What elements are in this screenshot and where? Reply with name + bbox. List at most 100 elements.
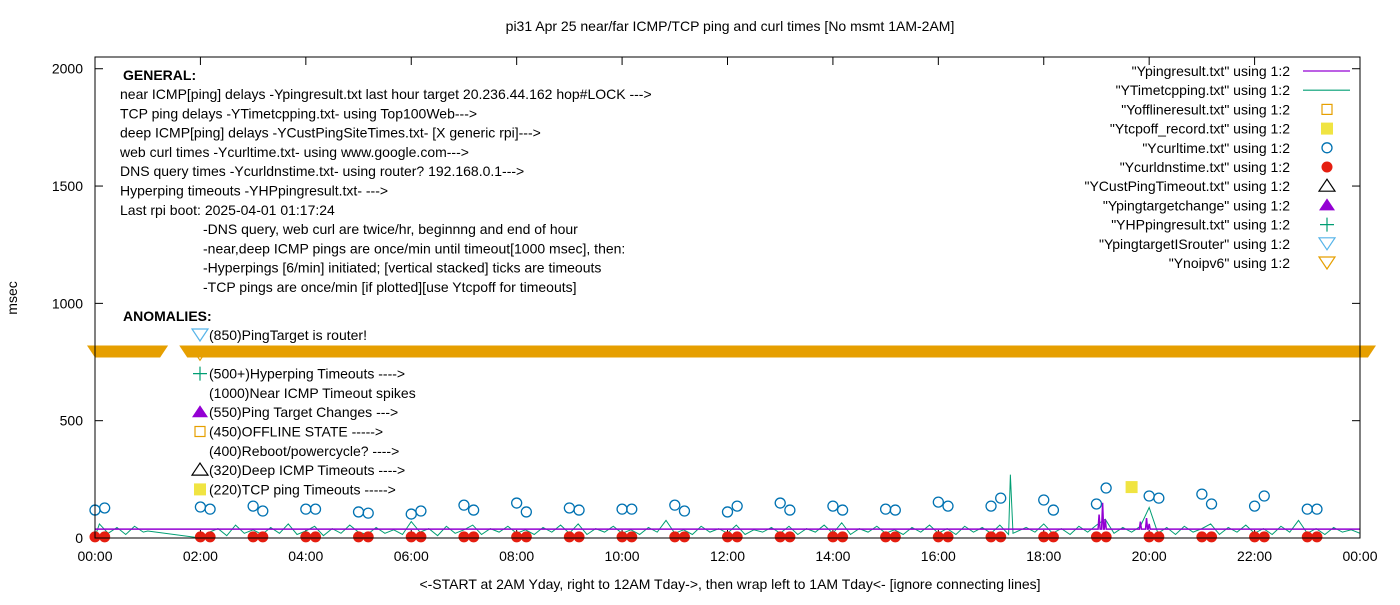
ycurltime-point [99, 502, 111, 514]
ycurldnstime-point [309, 531, 321, 543]
ycurldnstime-point [774, 531, 786, 543]
x-axis-label: <-START at 2AM Yday, right to 12AM Tday-… [419, 576, 1040, 592]
legend-symbol-icon [1321, 103, 1333, 116]
ycurldnstime-point [573, 531, 585, 543]
ycurldnstime-point [1206, 531, 1218, 543]
ycurltime-point [467, 504, 480, 516]
anomaly-key-icon [190, 347, 210, 362]
ycurltime-point [1205, 498, 1218, 510]
ycurltime-point [405, 508, 417, 520]
legend-symbol-icon [1321, 122, 1333, 135]
y-tick-label: 1000 [52, 295, 83, 311]
general-subline: -TCP pings are once/min [if plotted][use… [203, 279, 577, 295]
ycurldnstime-point [1196, 531, 1208, 543]
ycurldnstime-point [626, 531, 638, 543]
ycurldnstime-point [932, 531, 944, 543]
ycurldnstime-point [827, 531, 839, 543]
chart-title: pi31 Apr 25 near/far ICMP/TCP ping and c… [506, 18, 955, 34]
ycurldnstime-point [563, 531, 575, 543]
ycurltime-point [731, 500, 743, 512]
ycurltime-point [1301, 503, 1313, 515]
anomaly-label: (550)Ping Target Changes ---> [209, 404, 398, 420]
ycurltime-point [415, 505, 427, 517]
anomaly-label: (500+)Hyperping Timeouts ----> [209, 366, 405, 382]
ycurldnstime-point [194, 531, 206, 543]
ycurltime-point [827, 500, 839, 512]
ypingresult-line [95, 502, 1360, 530]
ycurldnstime-point [880, 531, 892, 543]
ycurltime-point [932, 496, 944, 508]
ycurldnstime-point [1038, 531, 1050, 543]
x-tick-label: 20:00 [1132, 548, 1167, 564]
ycurldnstime-point [837, 531, 849, 543]
legend-label: "Ynoipv6" using 1:2 [1169, 255, 1290, 271]
plot-area: 0 500 1000 1500 2000 00:00 02:00 04:00 06:00 08:0… [52, 57, 1378, 564]
ycurldnstime-point [458, 531, 470, 543]
ycurltime-point [1153, 492, 1165, 504]
ycurldnstime-point [889, 531, 901, 543]
ycurldnstime-point [353, 531, 365, 543]
x-tick-label: 14:00 [815, 548, 850, 564]
legend-label: "Ypingtargetchange" using 1:2 [1103, 197, 1290, 213]
ycurldnstime-point [731, 531, 743, 543]
ycurltime-point [1248, 500, 1261, 512]
general-line: Last rpi boot: 2025-04-01 01:17:24 [120, 202, 335, 218]
notes-block: GENERAL: near ICMP[ping] delays -Ypingres… [119, 67, 652, 497]
ycurldnstime-point [415, 531, 427, 543]
x-tick-label: 12:00 [710, 548, 745, 564]
ycurldnstime-point [204, 531, 216, 543]
anomaly-label: (1000)Near ICMP Timeout spikes [209, 385, 416, 401]
x-tick-label: 08:00 [499, 548, 534, 564]
ycurldnstime-point [985, 531, 997, 543]
ycurldnstime-point [1311, 531, 1323, 543]
x-tick-label: 00:00 [77, 548, 112, 564]
ycurldnstime-point [362, 531, 374, 543]
ycurldnstime-point [722, 531, 733, 543]
ycurldnstime-point [1249, 531, 1261, 543]
legend-symbol-icon [1319, 198, 1335, 211]
ycurltime-point [784, 504, 796, 516]
y-tick-label: 1500 [52, 178, 83, 194]
ycurldnstime-point [1153, 531, 1165, 543]
legend-symbol-icon [1317, 256, 1337, 271]
legend-symbol-icon [1320, 217, 1334, 232]
plot-frame [94, 56, 1361, 539]
ycurltime-point [1258, 490, 1270, 502]
general-line: Hyperping timeouts -YHPpingresult.txt- -… [120, 183, 388, 199]
x-tick-label: 00:00 [1342, 548, 1377, 564]
ycurltime-point [1047, 504, 1060, 516]
anomaly-key-icon [193, 366, 207, 381]
ycurltime-point [626, 503, 638, 515]
general-subline: -Hyperpings [6/min] initiated; [vertical… [203, 260, 601, 276]
general-line: web curl times -Ycurltime.txt- using www… [119, 144, 469, 160]
general-line: DNS query times -Ycurldnstime.txt- using… [120, 163, 524, 179]
legend: "Ypingresult.txt" using 1:2 "YTimetcpping… [1084, 63, 1350, 271]
x-tick-label: 18:00 [1026, 548, 1061, 564]
general-heading: GENERAL: [123, 67, 196, 83]
ycurltime-point [942, 500, 954, 512]
anomaly-key-icon [194, 425, 206, 438]
ycurltime-point [1311, 503, 1323, 515]
ycurldnstime-point [1100, 531, 1112, 543]
ycurltime-point [362, 507, 374, 519]
legend-symbol-icon [1317, 178, 1337, 192]
ycurldnstime-point [1143, 531, 1155, 543]
legend-label: "Ytcpoff_record.txt" using 1:2 [1110, 121, 1290, 137]
ycurltime-point [669, 499, 681, 511]
anomaly-key-icon [190, 328, 210, 343]
ycurltime-point [616, 503, 628, 515]
ycurldnstime-point [247, 531, 259, 543]
ycurltime-point [678, 505, 691, 517]
ycurldnstime-point [1090, 531, 1102, 543]
anomaly-key-icon [194, 483, 206, 496]
ycurltime-point [194, 501, 207, 513]
general-subline: -near,deep ICMP pings are once/min until… [203, 240, 625, 256]
ycurldnstime-point [616, 531, 628, 543]
legend-label: "Ypingresult.txt" using 1:2 [1132, 63, 1291, 79]
legend-label: "YHPpingresult.txt" using 1:2 [1111, 217, 1290, 233]
ycurldnstime-point [678, 531, 690, 543]
legend-label: "YpingtargetISrouter" using 1:2 [1099, 236, 1290, 252]
ycurltime-point [309, 503, 322, 515]
ycurltime-point [204, 503, 216, 515]
y-axis-label: msec [4, 281, 20, 314]
